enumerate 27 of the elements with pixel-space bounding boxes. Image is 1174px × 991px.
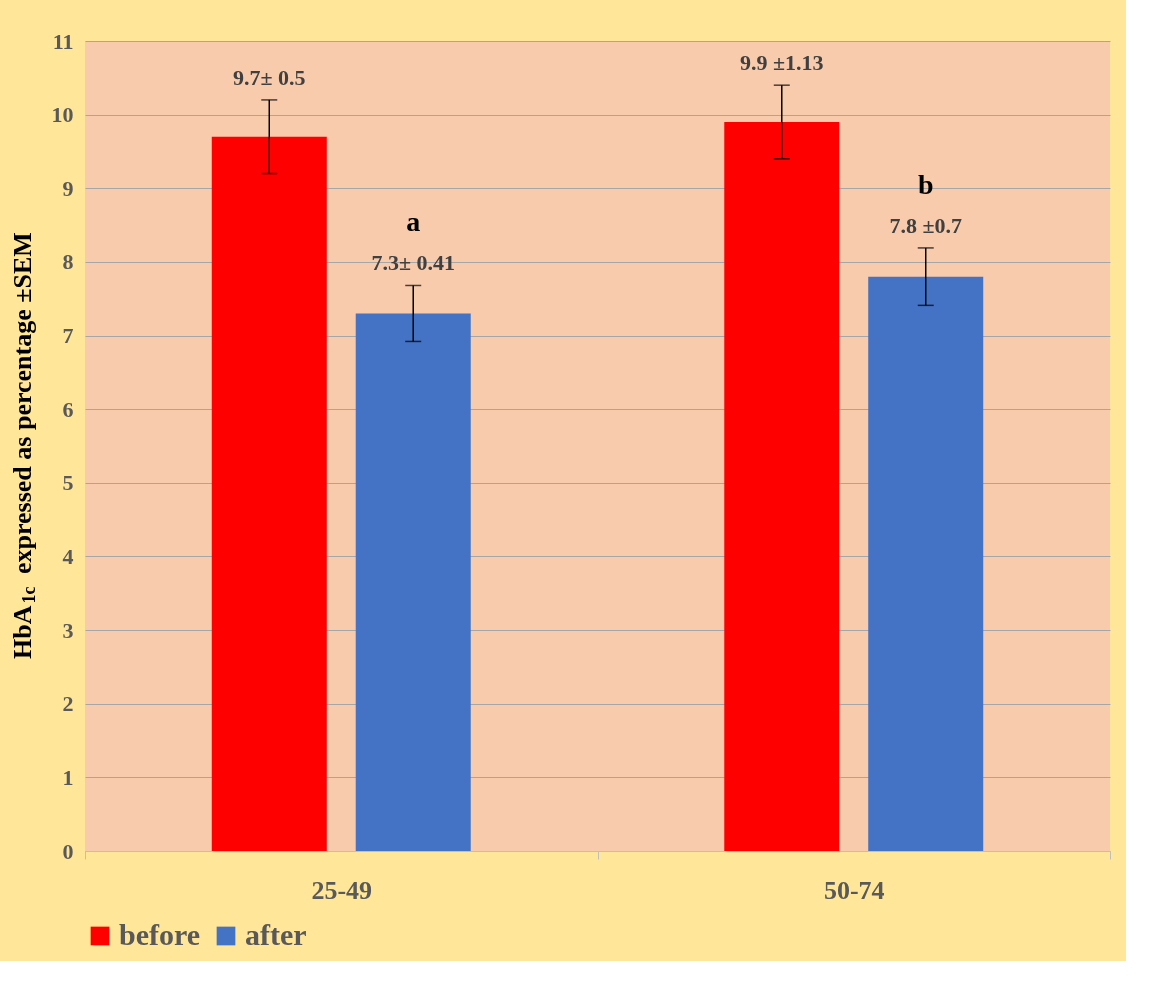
- data-label: 7.3± 0.41: [371, 250, 456, 276]
- annotation: a: [406, 206, 421, 238]
- data-label: 9.7± 0.5: [232, 64, 306, 90]
- bar: [724, 122, 840, 851]
- y-tick-label: 8: [62, 249, 74, 275]
- y-tick-label: 5: [62, 470, 74, 496]
- data-label: 7.8 ±0.7: [889, 212, 963, 238]
- y-tick-label: 7: [62, 323, 74, 349]
- y-axis-title: HbA1c expressed as percentage ±SEM: [8, 232, 39, 659]
- bar: [868, 276, 984, 851]
- y-tick-label: 1: [62, 764, 74, 790]
- y-tick-label: 3: [62, 617, 74, 643]
- bar: [211, 136, 327, 851]
- annotation: b: [917, 168, 934, 200]
- y-tick-label: 4: [62, 543, 74, 569]
- y-tick-label: 11: [52, 28, 74, 54]
- y-tick-label: 9: [62, 175, 74, 201]
- x-tick-label: 50-74: [823, 875, 885, 905]
- legend-label: before: [119, 918, 201, 951]
- y-tick-label: 10: [51, 102, 74, 128]
- y-tick-label: 2: [62, 691, 74, 717]
- legend-label: after: [245, 918, 307, 951]
- bar: [355, 313, 471, 851]
- y-tick-label: 0: [62, 838, 74, 864]
- x-tick-label: 25-49: [311, 875, 373, 905]
- y-tick-label: 6: [62, 396, 74, 422]
- data-label: 9.9 ±1.13: [739, 50, 824, 76]
